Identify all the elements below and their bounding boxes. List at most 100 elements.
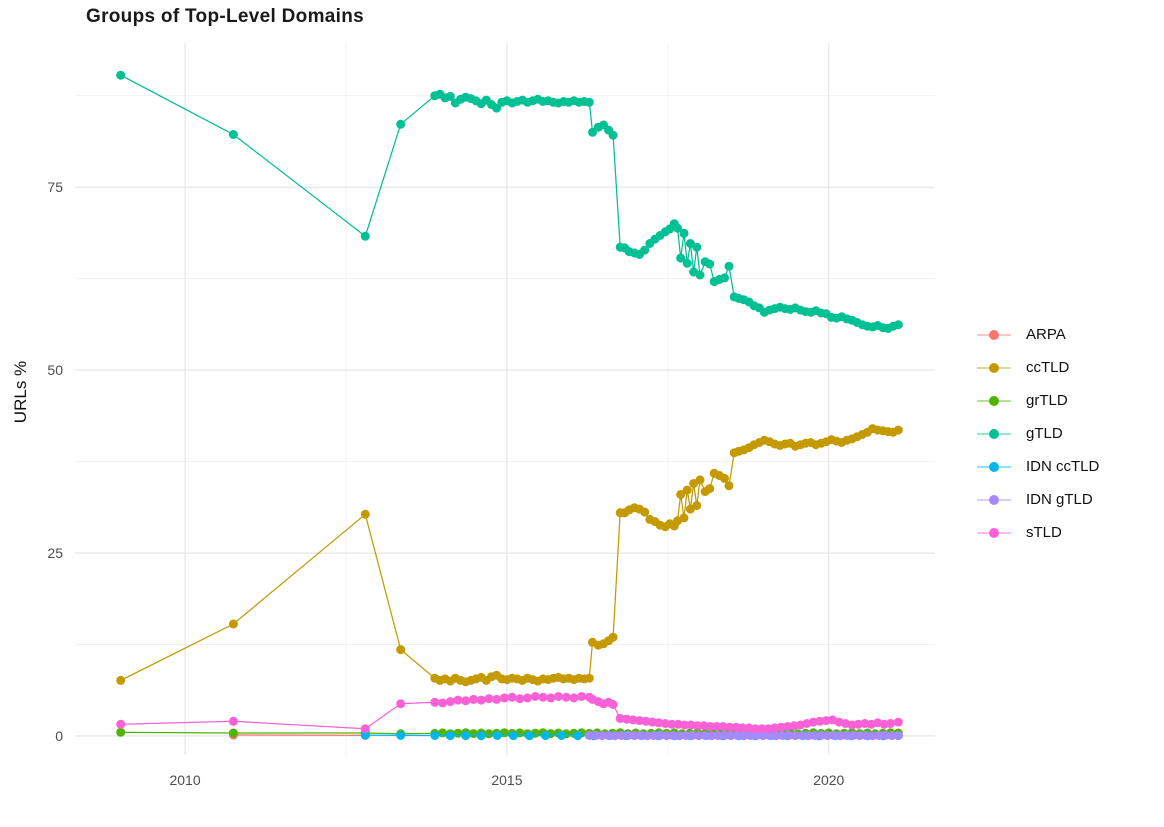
legend-entry-gtld: gTLD — [976, 417, 1099, 450]
data-point-stld — [492, 694, 502, 704]
data-point-idn-gtld — [848, 730, 858, 740]
data-point-stld — [553, 692, 563, 701]
data-point-gtld — [705, 259, 715, 269]
data-point-stld — [654, 718, 664, 728]
data-point-stld — [680, 720, 690, 730]
data-point-idn-gtld — [823, 731, 832, 741]
data-point-stld — [453, 695, 463, 705]
data-point-cctld — [695, 475, 705, 485]
data-point-grtld — [228, 728, 238, 738]
data-point-idn-cctld — [525, 731, 534, 741]
data-point-cctld — [228, 619, 238, 629]
data-point-stld — [469, 694, 478, 704]
data-point-stld — [712, 722, 722, 731]
data-point-cctld — [116, 675, 126, 685]
data-point-idn-gtld — [784, 730, 794, 740]
data-point-idn-gtld — [835, 731, 845, 741]
data-point-stld — [615, 713, 625, 723]
data-point-idn-gtld — [597, 731, 607, 741]
data-point-idn-gtld — [797, 731, 807, 740]
data-point-gtld — [360, 231, 370, 241]
data-point-idn-gtld — [880, 730, 890, 740]
y-tick-label: 25 — [47, 545, 63, 561]
data-point-idn-gtld — [649, 731, 659, 740]
data-point-idn-gtld — [726, 731, 736, 741]
x-tick-label: 2010 — [169, 772, 200, 788]
data-point-idn-gtld — [777, 731, 787, 740]
data-point-stld — [396, 699, 406, 709]
data-point-idn-gtld — [771, 731, 781, 741]
data-point-idn-gtld — [803, 731, 813, 741]
y-tick-label: 50 — [47, 362, 63, 378]
data-point-stld — [893, 717, 903, 727]
data-point-stld — [523, 693, 532, 703]
data-point-stld — [718, 722, 728, 731]
legend-entry-cctld: ccTLD — [976, 351, 1099, 384]
legend-key-grtld-icon — [977, 395, 1011, 406]
data-point-stld — [228, 716, 238, 726]
data-point-idn-gtld — [617, 731, 626, 740]
data-point-idn-gtld — [636, 731, 646, 740]
data-point-idn-gtld — [752, 730, 762, 740]
data-point-stld — [360, 724, 370, 734]
data-point-gtld — [588, 127, 597, 137]
data-point-gtld — [445, 91, 455, 101]
data-point-idn-gtld — [790, 731, 800, 741]
data-point-idn-gtld — [810, 731, 820, 740]
legend-label-gtld: gTLD — [1026, 425, 1063, 442]
data-point-grtld — [453, 728, 463, 738]
data-point-gtld — [640, 245, 650, 255]
data-point-stld — [438, 698, 448, 708]
legend-entry-stld: sTLD — [976, 516, 1099, 549]
legend-key-stld-icon — [977, 527, 1011, 538]
data-point-gtld — [228, 130, 238, 139]
data-point-idn-gtld — [707, 731, 717, 741]
data-point-idn-gtld — [720, 730, 729, 740]
data-point-idn-cctld — [541, 731, 551, 741]
data-point-idn-gtld — [668, 731, 678, 740]
data-point-cctld — [360, 509, 370, 519]
legend-key-dot — [989, 362, 999, 373]
legend-label-stld: sTLD — [1026, 524, 1062, 541]
data-point-stld — [561, 692, 571, 702]
data-point-cctld — [682, 485, 692, 495]
legend-key-cctld-icon — [977, 362, 1011, 373]
legend-label-idn-cctld: IDN ccTLD — [1026, 458, 1100, 475]
data-point-cctld — [893, 425, 903, 435]
data-point-idn-gtld — [674, 731, 684, 741]
data-point-idn-gtld — [700, 731, 710, 740]
data-point-stld — [757, 724, 767, 734]
data-point-stld — [725, 722, 735, 732]
data-point-stld — [484, 694, 494, 704]
legend-entry-idn-gtld: IDN gTLD — [976, 483, 1099, 516]
data-point-idn-cctld — [461, 731, 471, 741]
series-line-arpa — [233, 734, 366, 737]
data-point-idn-gtld — [739, 731, 749, 741]
data-point-cctld — [679, 513, 689, 523]
data-point-idn-gtld — [855, 731, 865, 741]
data-point-idn-gtld — [629, 731, 639, 741]
data-point-stld — [116, 719, 126, 729]
x-tick-label: 2020 — [813, 772, 844, 788]
data-point-idn-cctld — [557, 731, 567, 740]
data-point-gtld — [676, 253, 686, 263]
legend-label-idn-gtld: IDN gTLD — [1026, 491, 1093, 508]
series-line-cctld — [120, 427, 899, 683]
legend-key-dot — [989, 395, 999, 406]
data-point-idn-gtld — [842, 731, 852, 740]
data-point-idn-gtld — [868, 731, 878, 741]
legend-key-dot — [989, 428, 999, 439]
legend-entry-idn-cctld: IDN ccTLD — [976, 450, 1099, 483]
legend-key-dot — [989, 329, 999, 340]
data-point-cctld — [720, 473, 729, 483]
data-point-gtld — [396, 119, 406, 129]
data-point-cctld — [705, 484, 715, 494]
data-point-stld — [667, 719, 677, 729]
data-point-stld — [515, 694, 525, 704]
data-point-idn-gtld — [681, 731, 691, 740]
data-point-stld — [499, 693, 509, 703]
legend-label-arpa: ARPA — [1026, 326, 1066, 343]
data-point-idn-gtld — [610, 731, 620, 741]
series-line-gtld — [120, 74, 899, 330]
